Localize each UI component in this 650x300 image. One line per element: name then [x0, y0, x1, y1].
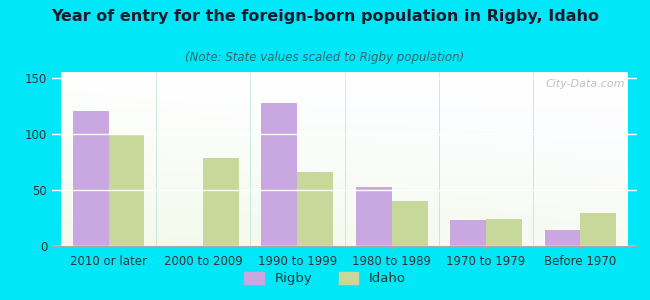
Bar: [73, 111, 109, 246]
Bar: [356, 187, 392, 246]
Bar: [297, 172, 333, 246]
Text: City-Data.com: City-Data.com: [546, 79, 625, 89]
Bar: [545, 230, 580, 246]
Bar: [203, 158, 239, 246]
Bar: [450, 220, 486, 246]
Bar: [392, 201, 428, 246]
Bar: [261, 103, 297, 246]
Bar: [486, 219, 522, 246]
Bar: [109, 135, 144, 246]
Bar: [580, 213, 616, 246]
Text: (Note: State values scaled to Rigby population): (Note: State values scaled to Rigby popu…: [185, 51, 465, 64]
Legend: Rigby, Idaho: Rigby, Idaho: [239, 266, 411, 290]
Text: Year of entry for the foreign-born population in Rigby, Idaho: Year of entry for the foreign-born popul…: [51, 9, 599, 24]
